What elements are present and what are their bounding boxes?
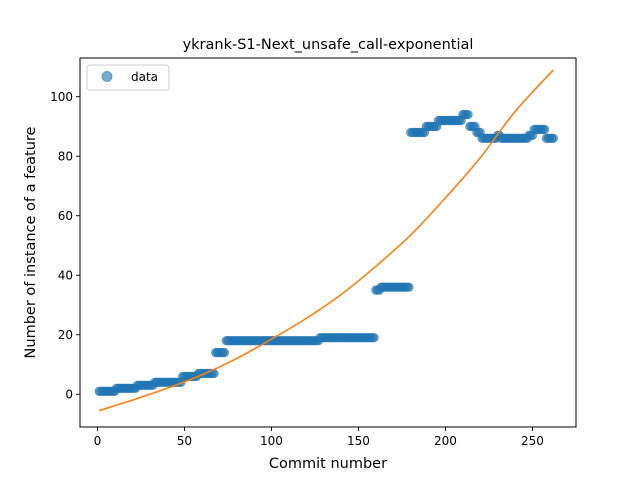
y-tick-label: 100 (50, 90, 73, 104)
axes-frame (79, 57, 577, 428)
data-point (463, 109, 473, 120)
legend-marker (101, 71, 113, 82)
y-axis-label: Number of instance of a feature (23, 126, 39, 358)
x-axis-label: Commit number (269, 456, 387, 472)
data-point (219, 347, 230, 358)
data-point (369, 333, 379, 343)
x-tick-label: 250 (521, 434, 544, 448)
data-point (404, 282, 414, 292)
y-tick-label: 40 (58, 269, 73, 283)
y-tick-label: 80 (58, 150, 73, 164)
data-point (539, 124, 550, 135)
x-tick-label: 200 (434, 434, 457, 448)
legend: data (86, 64, 170, 91)
y-tick-label: 20 (58, 328, 73, 342)
chart-title: ykrank-S1-Next_unsafe_call-exponential (183, 37, 474, 53)
y-tick-label: 0 (65, 388, 73, 402)
x-tick-label: 150 (347, 434, 370, 448)
data-point (548, 133, 559, 144)
plot-area (94, 69, 559, 412)
axis-ticks: 0 50 100 150 200 250 0 20 40 60 80 100 (50, 90, 544, 448)
x-tick-label: 0 (94, 434, 102, 448)
legend-label: data (131, 70, 158, 84)
x-tick-label: 100 (260, 434, 283, 448)
x-tick-label: 50 (177, 434, 192, 448)
y-tick-label: 60 (58, 209, 73, 223)
fit-line (98, 69, 554, 412)
